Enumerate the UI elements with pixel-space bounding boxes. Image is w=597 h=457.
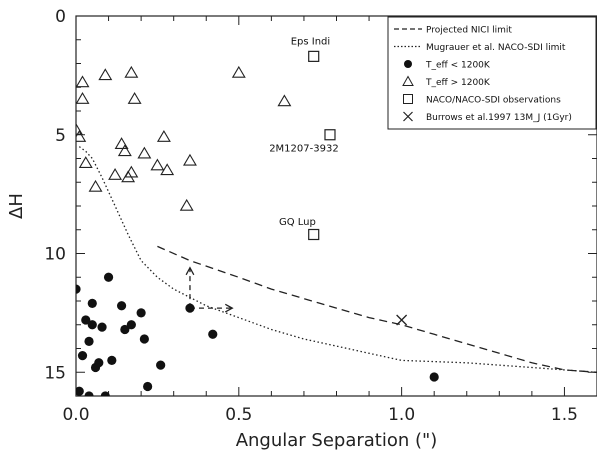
warm-object-point: [114, 137, 129, 149]
x-tick-label: 1.5: [551, 405, 578, 425]
object-annotation: 2M1207-3932: [269, 143, 339, 154]
warm-object-point: [76, 92, 90, 104]
warm-object-point: [150, 158, 165, 171]
warm-object-point: [156, 130, 171, 142]
cool-object-point: [100, 391, 110, 396]
x-tick-label: 0.5: [225, 405, 252, 425]
cool-object-point: [81, 315, 91, 325]
warm-object-point: [160, 163, 175, 176]
naco-observation-point: [324, 129, 336, 141]
warm-object-point: [137, 146, 152, 159]
cool-object-point: [84, 336, 94, 346]
limit-lines: [78, 146, 597, 373]
legend-label: T_eff > 1200K: [425, 78, 491, 88]
object-annotation: Eps Indi: [291, 37, 330, 48]
warm-object-point: [117, 144, 132, 157]
warm-object-point: [76, 130, 87, 142]
y-axis-title: ΔH: [6, 193, 27, 219]
cool-object-point: [76, 386, 84, 396]
arrow-head: [185, 266, 195, 276]
warm-object-point: [98, 68, 113, 81]
cool-object-point: [208, 329, 218, 339]
warm-object-point: [108, 168, 123, 180]
arrows: [185, 266, 234, 313]
y-tick-label: 15: [44, 363, 66, 383]
cool-object-point: [120, 324, 130, 335]
warm-object-point: [127, 92, 142, 104]
legend-label: NACO/NACO-SDI observations: [426, 96, 561, 106]
naco-observation-point: [308, 228, 320, 241]
data-markers: [76, 50, 439, 396]
burrows-model-point: [396, 314, 408, 326]
axis-ticks: 0.0 0.5 1.0 1.5 0 5 10 15: [44, 7, 597, 425]
x-axis-title: Angular Separation ("): [236, 430, 438, 451]
cool-object-point: [97, 322, 107, 332]
y-tick-label: 10: [44, 245, 66, 265]
warm-object-point: [231, 65, 246, 78]
legend-label: Mugrauer et al. NACO-SDI limit: [426, 43, 566, 53]
legend-cross-swatch: [403, 111, 413, 122]
annotations: Eps Indi 2M1207-3932 GQ Lup: [269, 37, 339, 229]
legend-box: [387, 16, 597, 130]
cool-object-point: [126, 320, 136, 330]
warm-object-point: [78, 156, 93, 168]
cool-object-point: [107, 355, 117, 365]
x-tick-label: 0.0: [62, 405, 89, 425]
cool-object-point: [143, 381, 153, 392]
object-annotation: GQ Lup: [279, 217, 316, 228]
naco-observation-point: [308, 50, 320, 62]
warm-object-point: [88, 179, 103, 192]
warm-object-point: [76, 122, 83, 135]
cool-object-point: [94, 358, 104, 368]
legend-circle-swatch: [404, 60, 412, 68]
cool-object-point: [76, 284, 81, 294]
cool-object-point: [84, 391, 94, 396]
cool-object-point: [103, 272, 114, 282]
y-axis-title-group: ΔH: [6, 193, 27, 219]
warm-object-point: [179, 198, 194, 211]
legend-square-swatch: [403, 94, 413, 104]
cool-object-point: [87, 320, 97, 330]
warm-object-point: [124, 165, 139, 178]
x-axis-title-group: Angular Separation ("): [236, 430, 438, 451]
legend-label: T_eff < 1200K: [425, 61, 491, 71]
warm-object-point: [124, 65, 139, 78]
cool-object-point: [77, 351, 88, 361]
legend-triangle-swatch: [402, 75, 414, 86]
y-tick-label: 5: [55, 126, 66, 146]
naco-sdi-limit-line: [78, 146, 597, 373]
cool-object-point: [139, 334, 149, 344]
arrow-head: [224, 303, 234, 313]
cool-object-point: [185, 303, 195, 313]
cool-object-point: [156, 360, 166, 370]
cool-object-point: [116, 301, 127, 311]
warm-object-point: [277, 94, 292, 107]
nici-limit-line: [157, 245, 597, 373]
x-tick-label: 1.0: [388, 405, 415, 425]
cool-object-point: [87, 298, 97, 308]
legend-label: Burrows et al.1997 13M_J (1Gyr): [426, 113, 572, 123]
cool-object-point: [136, 308, 146, 318]
warm-object-point: [183, 153, 197, 166]
cool-object-point: [429, 372, 439, 382]
legend: Projected NICI limit Mugrauer et al. NACO…: [387, 16, 597, 130]
y-tick-label: 0: [55, 7, 66, 27]
legend-label: Projected NICI limit: [426, 26, 512, 36]
warm-object-point: [76, 75, 90, 88]
